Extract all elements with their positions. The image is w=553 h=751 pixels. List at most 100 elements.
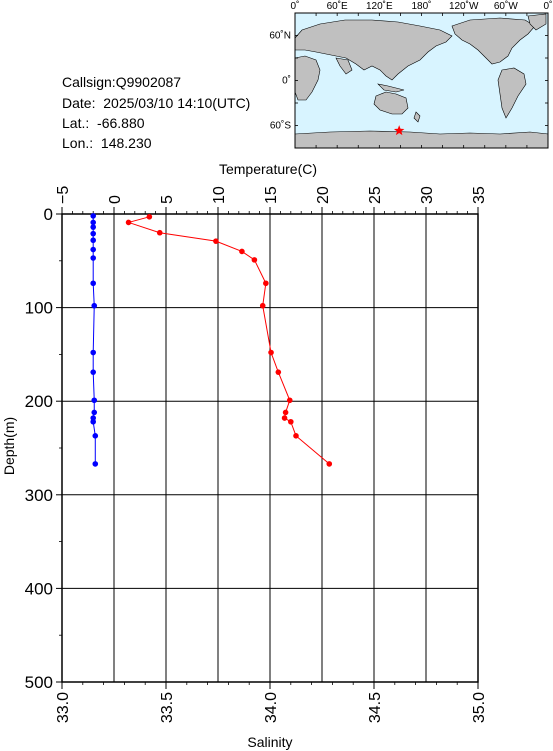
temperature-tick-label: 10	[211, 186, 228, 204]
salinity-profile-line	[92, 215, 96, 464]
land-new-zealand	[413, 111, 421, 123]
salinity-point	[90, 255, 96, 261]
depth-tick-label: 300	[25, 486, 53, 505]
chart-grid	[62, 214, 478, 682]
temperature-point	[263, 280, 269, 287]
temperature-tick-label: 20	[315, 186, 332, 204]
date-line: Date: 2025/03/10 14:10(UTC)	[62, 94, 250, 112]
temperature-point	[125, 219, 132, 226]
map-longitude-label: 120˚W	[449, 0, 479, 12]
salinity-point	[90, 213, 96, 219]
temperature-point	[288, 418, 294, 425]
map-longitude-label: 60˚E	[327, 0, 348, 12]
land-africa	[294, 55, 321, 101]
map-longitude-labels: 0˚ 60˚E 120˚E 180˚ 120˚W 60˚W 0˚	[291, 0, 553, 12]
temperature-point	[251, 257, 258, 263]
map-latitude-labels: 60˚N 0˚ 60˚S	[269, 30, 291, 132]
salinity-point	[90, 224, 96, 230]
date-value: 2025/03/10 14:10(UTC)	[103, 95, 251, 111]
lat-line: Lat.: -66.880	[62, 114, 145, 132]
salinity-point	[90, 280, 96, 287]
map-longitude-label: 0˚	[544, 0, 553, 12]
map-longitude-label: 180˚	[411, 0, 431, 12]
salinity-point	[91, 302, 98, 309]
salinity-tick-label: 34.0	[263, 692, 280, 723]
lon-value: 148.230	[100, 135, 152, 151]
temperature-tick-label: 25	[367, 186, 384, 204]
temperature-tick-label: 5	[159, 195, 176, 204]
salinity-point	[92, 461, 99, 467]
temperature-point	[146, 214, 153, 220]
salinity-point	[90, 230, 96, 237]
salinity-point	[90, 237, 96, 244]
salinity-tick-label: 34.5	[367, 692, 384, 723]
temperature-tick-label: 30	[419, 186, 436, 204]
station-marker-star-icon	[393, 125, 405, 136]
temperature-point	[259, 302, 266, 309]
temperature-point	[282, 409, 289, 416]
salinity-point	[90, 369, 96, 375]
lon-label: Lon.:	[62, 135, 94, 151]
salinity-point	[90, 246, 96, 253]
land-eurasia	[294, 19, 453, 81]
lat-value: -66.880	[97, 115, 145, 131]
chart-series	[90, 213, 333, 467]
map-longitude-label: 60˚W	[494, 0, 518, 12]
depth-tick-label: 100	[25, 299, 53, 318]
salinity-axis: 33.0 33.5 34.0 34.5 35.0	[55, 682, 488, 723]
temperature-point	[213, 238, 219, 244]
temperature-axis-title: Temperature(C)	[219, 161, 317, 177]
map-land	[294, 13, 549, 149]
temperature-point	[281, 415, 288, 421]
temperature-point	[286, 397, 293, 404]
depth-axis-title: Depth(m)	[1, 417, 17, 475]
salinity-tick-label: 33.0	[55, 692, 72, 723]
temperature-tick-label: −5	[55, 186, 72, 204]
land-north-america	[451, 17, 536, 65]
depth-tick-label: 200	[25, 392, 53, 411]
salinity-axis-title: Salinity	[247, 734, 292, 750]
temperature-point	[275, 369, 282, 375]
map-latitude-label: 60˚S	[270, 120, 291, 132]
temperature-profile-line	[126, 216, 330, 465]
temperature-tick-label: 35	[471, 186, 488, 204]
salinity-point	[90, 418, 96, 425]
land-australia	[373, 91, 409, 115]
land-south-america	[497, 67, 527, 119]
temperature-tick-label: 15	[263, 186, 280, 204]
salinity-point	[92, 433, 99, 439]
temperature-axis: −5 0 5 10 15 20 25 30 35	[55, 186, 488, 214]
salinity-point	[90, 349, 96, 356]
depth-tick-label: 0	[44, 205, 53, 224]
temperature-point	[268, 349, 274, 356]
salinity-point	[90, 219, 96, 226]
lat-label: Lat.:	[62, 115, 90, 131]
temperature-point	[326, 461, 333, 467]
depth-axis: 0 100 200 300 400 500	[25, 205, 62, 692]
land-greenland	[527, 13, 547, 31]
land-india	[335, 57, 353, 75]
temperature-tick-label: 0	[107, 195, 124, 204]
map-ticks	[294, 13, 549, 148]
callsign-line: Callsign:Q9902087	[62, 73, 181, 91]
location-map: 0˚ 60˚E 120˚E 180˚ 120˚W 60˚W 0˚ 60˚N 0˚ 60˚S	[269, 0, 553, 149]
temperature-point	[156, 229, 163, 236]
map-longitude-label: 120˚E	[366, 0, 393, 12]
temperature-point	[239, 248, 245, 255]
plot-frame	[61, 213, 479, 683]
temperature-point	[293, 433, 299, 439]
date-label: Date:	[62, 95, 96, 111]
salinity-tick-label: 35.0	[471, 692, 488, 723]
land-indonesia	[377, 83, 405, 93]
map-longitude-label: 0˚	[291, 0, 300, 12]
salinity-tick-label: 33.5	[159, 692, 176, 723]
lon-line: Lon.: 148.230	[62, 134, 152, 152]
salinity-point	[91, 409, 98, 416]
depth-tick-label: 500	[25, 673, 53, 692]
depth-tick-label: 400	[25, 579, 53, 598]
callsign-label: Callsign:	[62, 74, 116, 90]
salinity-point	[91, 397, 98, 404]
callsign-value: Q9902087	[115, 74, 182, 90]
map-latitude-label: 60˚N	[269, 30, 291, 42]
